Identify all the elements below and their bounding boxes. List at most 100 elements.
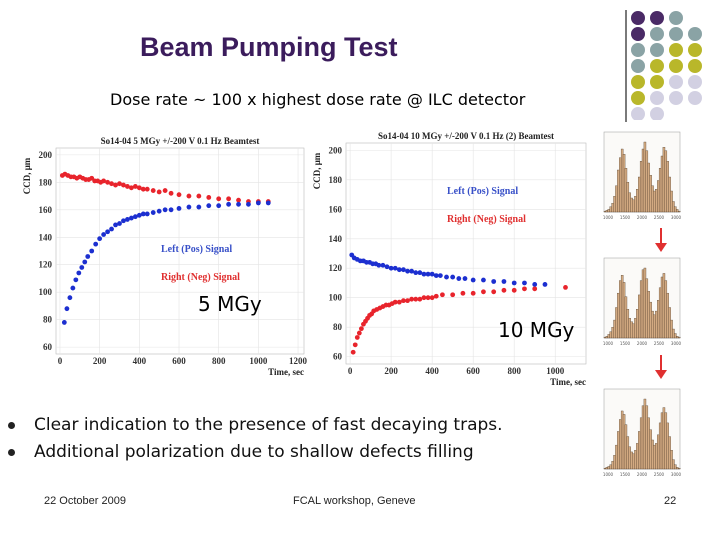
decorative-dot	[650, 59, 664, 73]
data-point	[117, 181, 122, 187]
decorative-dot	[669, 43, 683, 57]
data-point	[491, 279, 497, 284]
spectrum-tick-label: 3000	[671, 341, 682, 346]
histogram-bar	[677, 210, 681, 213]
data-point	[70, 285, 76, 291]
data-point	[186, 193, 192, 199]
data-point	[85, 254, 91, 259]
y-tick-label: 60	[43, 342, 53, 352]
data-point	[236, 197, 241, 203]
data-point	[156, 189, 162, 195]
data-point	[450, 274, 456, 280]
y-tick-label: 100	[39, 287, 53, 297]
legend-entry: Left (Pos) Signal	[161, 244, 232, 255]
data-point	[413, 270, 419, 276]
decorative-dot	[631, 107, 645, 120]
arrow-down-icon	[655, 228, 667, 252]
data-point	[425, 271, 431, 277]
spectrum-tick-label: 2000	[637, 341, 648, 346]
data-point	[405, 298, 410, 304]
decorative-dot	[650, 11, 664, 25]
spectrum-tick-label: 1000	[603, 215, 614, 220]
data-point	[206, 195, 212, 200]
decorative-dot	[688, 43, 702, 57]
data-point	[109, 226, 114, 232]
x-tick-label: 800	[507, 366, 521, 376]
histogram-bar	[672, 459, 675, 470]
spectrum-tick-label: 2500	[654, 472, 665, 477]
spectrum-tick-label: 1000	[603, 341, 614, 346]
spectrum-histogram-1: 1000 1500 2000 2500 3000	[603, 131, 682, 220]
y-axis-label: CCD, μm	[22, 157, 32, 194]
data-point	[392, 299, 398, 305]
data-point	[150, 188, 156, 193]
data-point	[470, 277, 476, 283]
data-point	[93, 241, 99, 247]
data-point	[511, 280, 517, 286]
data-point	[109, 181, 114, 187]
decorative-dot	[631, 59, 645, 73]
x-tick-label: 0	[348, 366, 353, 376]
header-divider-line	[625, 10, 627, 122]
data-point	[460, 290, 466, 296]
histogram-bar	[677, 467, 681, 470]
data-point	[132, 184, 138, 189]
label-10mgy: 10 MGy	[498, 318, 575, 342]
data-point	[132, 214, 138, 220]
plot-frame	[345, 142, 587, 365]
x-tick-label: 600	[466, 366, 480, 376]
data-point	[532, 286, 538, 292]
spectrum-tick-label: 2500	[654, 341, 665, 346]
x-axis-label: Time, sec	[550, 377, 586, 387]
x-tick-label: 400	[425, 366, 439, 376]
decorative-dot	[650, 91, 664, 105]
data-point	[421, 271, 427, 277]
data-point	[396, 267, 402, 273]
data-point	[121, 218, 126, 224]
y-tick-label: 80	[43, 315, 53, 325]
data-point	[481, 277, 486, 283]
x-tick-label: 200	[93, 356, 107, 366]
decorative-dot	[631, 11, 645, 25]
y-tick-label: 160	[39, 205, 53, 215]
plot-frame	[55, 147, 305, 355]
x-tick-label: 0	[58, 356, 63, 366]
y-tick-label: 120	[39, 260, 53, 270]
decorative-dot	[669, 11, 683, 25]
data-point	[64, 306, 70, 312]
data-point	[128, 215, 134, 221]
data-point	[401, 298, 406, 304]
data-point	[125, 184, 130, 189]
histogram-bar	[674, 333, 677, 339]
data-point	[437, 273, 443, 278]
legend-entry: Right (Neg) Signal	[161, 272, 240, 283]
data-point	[409, 296, 415, 302]
bullet-item: Additional polarization due to shallow d…	[8, 439, 503, 466]
data-point	[206, 203, 212, 209]
bullet-text: Clear indication to the presence of fast…	[34, 415, 503, 435]
data-point	[89, 248, 95, 254]
data-point	[136, 185, 142, 191]
legend-entry: Left (Pos) Signal	[447, 186, 518, 197]
y-tick-label: 200	[329, 145, 343, 155]
data-point	[456, 276, 462, 281]
data-point	[156, 208, 162, 214]
y-tick-label: 60	[333, 352, 343, 362]
spectrum-tick-label: 3000	[671, 472, 682, 477]
data-point	[128, 185, 134, 191]
data-point	[97, 236, 103, 242]
data-point	[350, 349, 356, 355]
data-point	[532, 282, 538, 287]
data-point	[79, 265, 85, 270]
y-tick-label: 140	[39, 232, 53, 242]
data-point	[140, 211, 146, 217]
decorative-dot	[669, 27, 683, 41]
spectrum-histogram-3: 1000 1500 2000 2500 3000	[603, 388, 682, 477]
y-tick-label: 140	[329, 234, 343, 244]
decorative-dot	[650, 43, 664, 57]
data-point	[481, 289, 486, 295]
spectrum-tick-label: 1500	[620, 472, 631, 477]
data-point	[409, 268, 415, 274]
y-tick-label: 160	[329, 204, 343, 214]
data-point	[417, 296, 423, 302]
